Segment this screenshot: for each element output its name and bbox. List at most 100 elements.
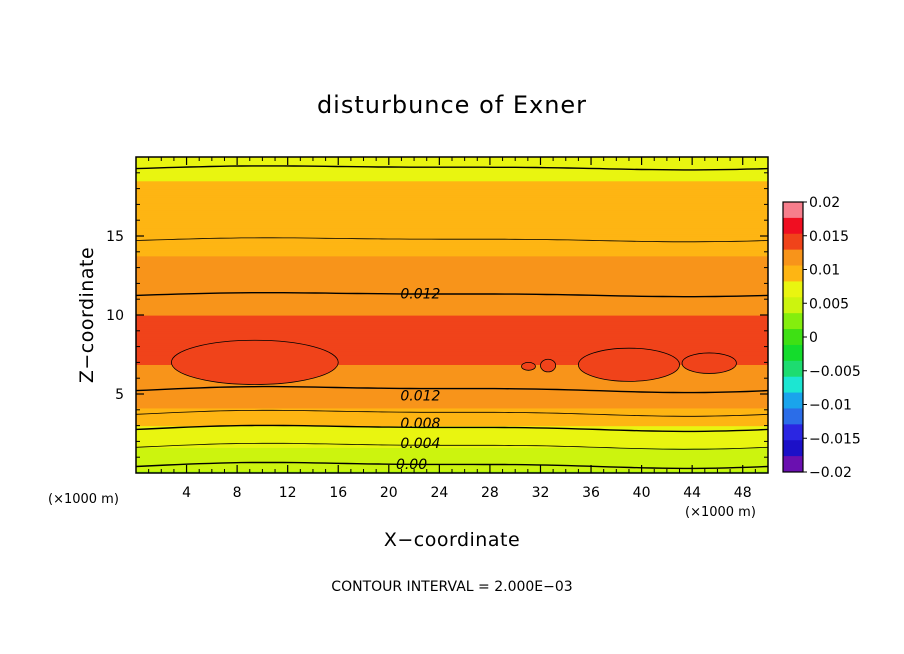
x-tick-label: 24 — [430, 485, 448, 501]
band-strip — [136, 239, 768, 243]
band-strip — [136, 235, 768, 239]
band-strip — [136, 286, 768, 290]
band-strip — [136, 426, 768, 431]
maximum-regions — [170, 339, 737, 385]
colorbar-swatch — [783, 440, 803, 457]
band-strip — [136, 330, 768, 334]
band-strip — [136, 381, 768, 385]
band-strip — [136, 436, 768, 441]
colorbar-tick-label: 0.02 — [809, 195, 840, 211]
band-strip — [136, 346, 768, 350]
band-strip — [136, 209, 768, 213]
band-strip — [136, 413, 768, 417]
band-strip — [136, 452, 768, 456]
band-strip — [136, 195, 768, 200]
band-strip — [136, 184, 768, 188]
band-strip — [136, 300, 768, 304]
band-strip — [136, 446, 768, 450]
contour-labels: 0.012 0.012 0.008 0.004 0.00 — [396, 286, 441, 473]
contour-label: 0.008 — [400, 416, 440, 432]
y-tick-label: 15 — [106, 229, 124, 245]
contour-interval-note: CONTOUR INTERVAL = 2.000E−03 — [331, 579, 572, 595]
band-strip — [136, 460, 768, 464]
colorbar-swatch — [783, 408, 803, 425]
band-strip — [136, 251, 768, 255]
band-strip — [136, 353, 768, 358]
band-strip — [136, 391, 768, 395]
band-strip — [136, 174, 768, 178]
x-tick-label: 28 — [481, 485, 499, 501]
contour-line — [136, 461, 768, 470]
colorbar-swatch — [783, 360, 803, 378]
maximum-region — [521, 361, 536, 371]
band-strip — [136, 395, 768, 399]
band-strip — [136, 243, 768, 247]
band-strip — [136, 203, 768, 207]
colorbar-swatch — [783, 313, 803, 330]
band-strip — [136, 188, 768, 192]
x-tick-label: 40 — [633, 485, 651, 501]
band-strip — [136, 423, 768, 427]
band-strip — [136, 267, 768, 271]
band-strip — [136, 336, 768, 340]
band-strip — [136, 314, 768, 318]
band-strip — [136, 180, 768, 184]
band-strip — [136, 316, 768, 320]
band-strip — [136, 215, 768, 219]
x-tick-label: 44 — [683, 485, 701, 501]
band-strip — [136, 363, 768, 367]
contour-line — [136, 442, 768, 450]
x-tick-label: 48 — [734, 485, 752, 501]
band-strip — [136, 347, 768, 352]
x-tick-label: 8 — [233, 485, 242, 501]
band-strip — [136, 312, 768, 316]
band-strip — [136, 351, 768, 356]
band-strip — [136, 182, 768, 186]
band-strip — [136, 255, 768, 259]
band-strip — [136, 272, 768, 277]
colorbar: 0.02 0.015 0.01 0.005 0 −0.005 −0.01 −0.015 −0.0… — [782, 195, 861, 481]
contour-line — [136, 424, 768, 433]
colorbar-swatch — [783, 281, 803, 298]
band-strip — [136, 197, 768, 202]
band-strip — [136, 172, 768, 176]
colorbar-tick-label: −0.01 — [809, 398, 852, 414]
contour-line — [136, 237, 768, 243]
x-tick-label: 32 — [532, 485, 550, 501]
band-strip — [136, 227, 768, 231]
band-strip — [136, 334, 768, 338]
contour-label: 0.00 — [396, 457, 427, 473]
band-strip — [136, 428, 768, 433]
band-strip — [136, 322, 768, 326]
band-strip — [136, 359, 768, 363]
band-strip — [136, 464, 768, 468]
band-strip — [136, 178, 768, 182]
band-strip — [136, 419, 768, 423]
band-strip — [136, 328, 768, 332]
contour-label: 0.012 — [400, 388, 440, 404]
x-axis-label: X−coordinate — [384, 529, 520, 551]
band-strip — [136, 219, 768, 223]
band-strip — [136, 221, 768, 225]
band-strip — [136, 401, 768, 405]
band-strip — [136, 324, 768, 328]
band-strip — [136, 280, 768, 284]
colorbar-swatch — [783, 233, 803, 251]
chart-title: disturbunce of Exner — [317, 91, 587, 119]
colorbar-tick-label: 0.01 — [809, 263, 840, 279]
band-strip — [136, 170, 768, 174]
band-strip — [136, 425, 768, 429]
colorbar-swatch — [783, 456, 803, 473]
contour-lines — [136, 165, 768, 470]
contour-line — [136, 292, 768, 298]
band-strip — [136, 247, 768, 251]
band-strip — [136, 379, 768, 383]
band-strip — [136, 308, 768, 312]
colorbar-swatch — [783, 217, 803, 235]
band-strip — [136, 274, 768, 279]
colorbar-tick-label: 0.015 — [809, 229, 849, 245]
band-strip — [136, 265, 768, 269]
band-strip — [136, 361, 768, 365]
band-strip — [136, 448, 768, 452]
maximum-region — [681, 352, 737, 374]
